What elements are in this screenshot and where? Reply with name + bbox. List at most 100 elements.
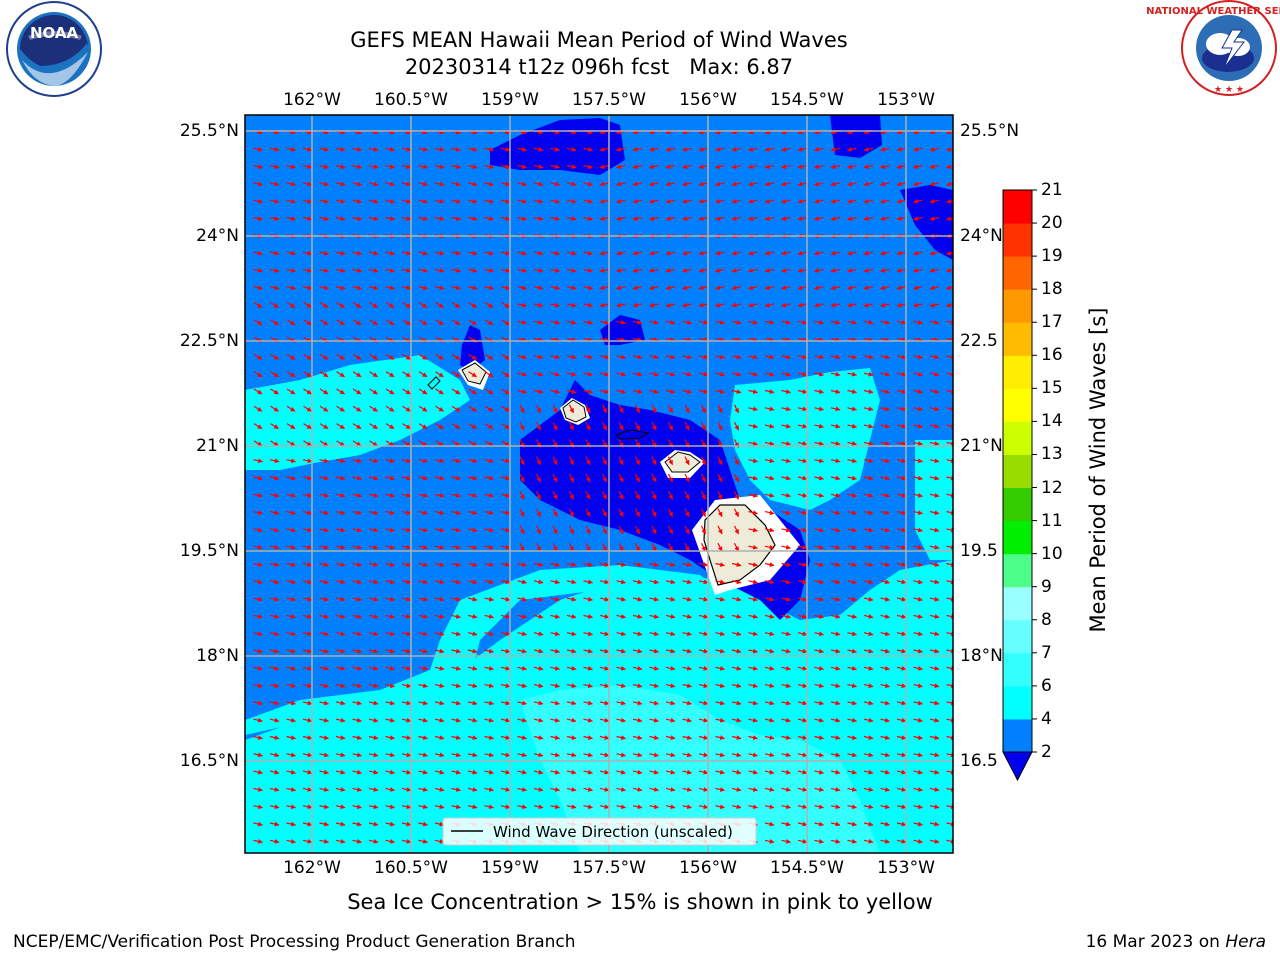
lat-tick-label-right: 25.5°N [960, 121, 1020, 141]
wind-arrow [269, 147, 280, 152]
wind-arrow [847, 181, 857, 187]
wind-arrow [698, 216, 709, 221]
wind-arrow [684, 421, 690, 431]
wind-arrow [649, 181, 659, 187]
wind-arrow [764, 389, 775, 394]
wind-arrow [253, 423, 263, 430]
wind-arrow [550, 389, 560, 394]
wind-arrow [253, 405, 263, 412]
wind-arrow [715, 181, 725, 187]
wind-arrow [519, 421, 525, 431]
wind-arrow [385, 319, 395, 326]
wind-arrow [929, 285, 940, 291]
wind-arrow [434, 164, 445, 170]
wind-arrow [682, 268, 692, 273]
wind-arrow [500, 181, 511, 187]
wind-arrow [847, 320, 857, 325]
wind-arrow [616, 216, 626, 221]
wind-arrow [533, 164, 544, 170]
wind-arrow [385, 353, 395, 360]
wind-arrow [814, 181, 824, 187]
wind-arrow [402, 371, 411, 378]
wind-arrow [715, 320, 725, 325]
wind-arrow [632, 354, 643, 360]
colorbar-tick-label: 2 [1041, 742, 1052, 762]
wind-arrow [253, 353, 263, 360]
wind-arrow [451, 147, 461, 152]
wind-arrow [501, 423, 510, 430]
wind-arrow [649, 164, 659, 170]
wind-arrow [368, 164, 379, 170]
wind-arrow [748, 198, 758, 204]
wind-arrow [319, 371, 329, 378]
wind-arrow [715, 285, 725, 291]
wind-arrow [270, 301, 279, 309]
wind-arrow [533, 268, 544, 273]
ocean-period-high-region-far-east [915, 440, 953, 560]
wind-arrow [665, 371, 676, 377]
wind-arrow [517, 147, 527, 152]
wind-arrow [682, 250, 692, 256]
wind-arrow [352, 423, 362, 430]
wind-arrow [401, 216, 412, 221]
wind-arrow [335, 268, 346, 273]
wind-arrow [599, 268, 610, 273]
wind-arrow [484, 405, 494, 412]
wind-arrow [698, 302, 709, 308]
wind-arrow [500, 268, 511, 273]
wind-arrow [302, 181, 313, 187]
wind-arrow [467, 164, 478, 170]
wind-arrow [385, 164, 395, 170]
wind-arrow [552, 404, 558, 414]
wind-arrow [286, 353, 296, 360]
wind-arrow [715, 198, 725, 204]
wind-arrow [468, 301, 477, 309]
wind-arrow [369, 301, 378, 309]
wind-arrow [435, 371, 444, 378]
wind-arrow [484, 147, 494, 152]
lat-tick-label-left: 16.5°N [179, 751, 239, 771]
wind-arrow [517, 268, 527, 273]
wind-arrow [319, 198, 329, 204]
wind-arrow [401, 147, 412, 152]
wind-arrow [434, 147, 445, 152]
wind-arrow [599, 216, 610, 221]
wind-arrow [764, 406, 775, 412]
wind-arrow [484, 181, 494, 187]
wind-arrow [682, 320, 692, 325]
wind-arrow [748, 216, 758, 221]
wind-arrow [748, 164, 758, 170]
wind-arrow [269, 268, 280, 273]
wind-arrow [501, 301, 510, 309]
wind-arrow [401, 181, 412, 187]
colorbar-level [1003, 355, 1032, 389]
wind-arrow [319, 250, 329, 256]
wind-arrow [618, 421, 624, 431]
wind-arrow [583, 302, 593, 308]
wind-arrow [484, 423, 494, 430]
wind-arrow [797, 216, 808, 221]
wind-arrow [451, 319, 461, 326]
wind-arrow [649, 250, 659, 256]
wind-arrow [764, 147, 775, 152]
wind-arrow [616, 320, 626, 325]
wind-arrow [814, 164, 824, 170]
wind-arrow [467, 268, 478, 273]
wind-arrow [698, 198, 709, 204]
wind-arrow [467, 285, 478, 291]
wind-arrow [649, 371, 659, 377]
wind-arrow [467, 181, 478, 187]
wind-arrow [599, 198, 610, 204]
wind-arrow [814, 302, 824, 308]
wind-arrow [435, 423, 444, 430]
wind-arrow [484, 371, 494, 378]
wind-arrow [929, 302, 940, 308]
wind-arrow [385, 250, 395, 256]
wind-arrow [651, 404, 657, 414]
wind-arrow [665, 181, 676, 187]
wind-arrow [319, 319, 329, 326]
wind-arrow [847, 302, 857, 308]
wind-arrow [566, 216, 577, 221]
wind-arrow [401, 285, 412, 291]
wind-arrow [484, 198, 494, 204]
